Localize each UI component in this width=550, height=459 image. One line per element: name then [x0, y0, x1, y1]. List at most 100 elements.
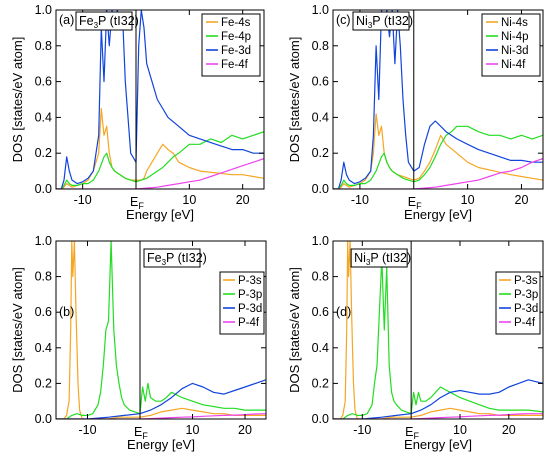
- series-line-ni-4f: [333, 158, 543, 189]
- legend-entry: P-4f: [238, 317, 260, 329]
- y-axis-label: DOS [states/eV atom]: [10, 267, 25, 393]
- legend: P-3s P-3p P-3d P-4f: [219, 271, 265, 335]
- fermi-label: EF: [408, 195, 422, 211]
- compound-label-pre: Fe: [79, 14, 94, 28]
- y-tick-label: 0.2: [312, 376, 329, 390]
- y-tick-label: 0.8: [312, 39, 329, 53]
- y-tick-label: 0.6: [35, 305, 52, 319]
- y-tick-label: 0.2: [35, 376, 52, 390]
- y-tick-label: 0.8: [35, 270, 52, 284]
- y-tick-label: 0.4: [312, 110, 329, 124]
- y-axis-label: DOS [states/eV atom]: [10, 37, 25, 163]
- fermi-label-pre: E: [130, 195, 138, 209]
- legend-entry: Fe-4s: [221, 17, 251, 29]
- y-tick-label: 1.0: [312, 3, 329, 17]
- fermi-label-pre: E: [408, 195, 416, 209]
- legend-entry: P-3s: [514, 275, 538, 287]
- series-line-p-3s: [56, 241, 266, 419]
- compound-box: [352, 11, 410, 31]
- legend-entry: P-3p: [238, 289, 262, 301]
- y-tick-label: 0.4: [35, 110, 52, 124]
- compound-label-post: P (tI32): [370, 251, 411, 265]
- y-tick-label: 0.4: [312, 341, 329, 355]
- series-line-fe-4p: [56, 131, 264, 189]
- compound-label: Ni3P (tI32): [356, 14, 413, 30]
- y-tick-label: 0.6: [312, 305, 329, 319]
- x-tick-label: -10: [351, 193, 369, 207]
- plot-frame: [55, 240, 267, 420]
- y-tick-label: 0.2: [35, 146, 52, 160]
- y-tick-label: 0.6: [312, 75, 329, 89]
- legend-entry: Fe-3d: [221, 45, 251, 57]
- legend-entry: Fe-4f: [221, 59, 249, 71]
- series-line-p-3d: [56, 379, 266, 419]
- legend-entry: P-3p: [514, 289, 538, 301]
- compound-label-sub: 3: [366, 258, 371, 267]
- y-tick-label: 1.0: [312, 234, 329, 248]
- compound-label-sub: 3: [162, 258, 167, 267]
- y-tick-label: 0.8: [312, 270, 329, 284]
- y-tick-label: 0.0: [35, 182, 52, 196]
- x-tick-label: 10: [453, 423, 467, 437]
- legend-entry: Ni-4f: [501, 59, 526, 71]
- fermi-label-sub: F: [413, 431, 419, 441]
- series-line-fe-4f: [56, 158, 264, 189]
- x-tick-label: 10: [186, 423, 200, 437]
- legend-box: [201, 13, 261, 77]
- fermi-label-pre: E: [405, 425, 413, 439]
- x-tick-label: -10: [74, 193, 92, 207]
- y-tick-label: 0.8: [35, 39, 52, 53]
- compound-box: [75, 11, 133, 31]
- series-line-fe-4s: [56, 107, 264, 189]
- y-tick-label: 0.6: [35, 75, 52, 89]
- compound-label-sub: 3: [94, 21, 99, 30]
- x-tick-label: 10: [461, 193, 475, 207]
- plot-frame: [332, 9, 544, 190]
- fermi-label: EF: [405, 425, 419, 441]
- x-tick-label: 20: [502, 423, 516, 437]
- x-tick-label: 20: [238, 423, 252, 437]
- y-tick-label: 0.0: [35, 412, 52, 426]
- legend-entry: P-3d: [238, 303, 262, 315]
- x-tick-label: 10: [182, 193, 196, 207]
- compound-label-pre: Ni: [354, 251, 366, 265]
- fermi-label-sub: F: [416, 201, 422, 211]
- panel-label: (a): [59, 13, 74, 27]
- legend-entry: P-3s: [238, 275, 262, 287]
- legend-box: [481, 13, 541, 77]
- x-tick-label: -10: [353, 423, 371, 437]
- series-line-ni-4p: [333, 125, 543, 189]
- compound-label: Ni3P (tI32): [354, 251, 411, 267]
- series-line-p-3s: [333, 241, 543, 419]
- x-tick-label: 20: [515, 193, 529, 207]
- compound-label-pre: Ni: [356, 14, 368, 28]
- x-axis-label: Energy [eV]: [127, 437, 195, 452]
- series-group: [56, 241, 266, 419]
- legend-entry: Ni-4s: [501, 17, 528, 29]
- y-axis-label: DOS [states/eV atom]: [287, 37, 302, 163]
- fermi-label: EF: [130, 195, 144, 211]
- fermi-label-pre: E: [134, 425, 142, 439]
- x-axis-label: Energy [eV]: [404, 437, 472, 452]
- legend-box: [495, 271, 541, 335]
- compound-label-pre: Fe: [147, 251, 162, 265]
- legend-entry: Ni-4p: [501, 31, 528, 43]
- y-tick-label: 0.4: [35, 341, 52, 355]
- y-tick-label: 1.0: [35, 234, 52, 248]
- y-axis-label: DOS [states/eV atom]: [287, 267, 302, 393]
- x-tick-label: -10: [78, 423, 96, 437]
- compound-label: Fe3P (tI32): [147, 251, 207, 267]
- x-axis-label: Energy [eV]: [126, 207, 194, 222]
- legend: Ni-4s Ni-4p Ni-3d Ni-4f: [481, 13, 541, 77]
- legend-entry: Fe-4p: [221, 31, 251, 43]
- plot-frame: [332, 240, 544, 420]
- x-axis-label: Energy [eV]: [404, 207, 472, 222]
- y-tick-label: 0.2: [312, 146, 329, 160]
- legend-entry: P-3d: [514, 303, 538, 315]
- fermi-label-sub: F: [138, 201, 144, 211]
- series-line-p-3d: [333, 379, 543, 419]
